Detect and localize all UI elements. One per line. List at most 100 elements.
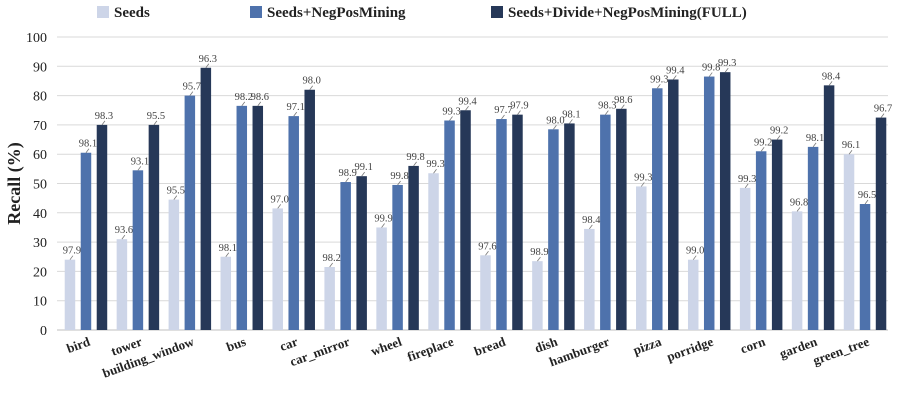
- label-leader: [345, 177, 349, 183]
- label-leader: [880, 113, 885, 118]
- bar: [703, 76, 715, 331]
- bar: [220, 256, 232, 330]
- bar: [843, 154, 855, 330]
- x-tick-label: hamburger: [547, 334, 611, 370]
- bar-data-label: 99.3: [634, 172, 652, 183]
- y-tick-label: 80: [33, 90, 47, 105]
- bar-data-label: 98.1: [562, 109, 580, 120]
- bar-data-label: 97.0: [271, 194, 289, 205]
- bar-data-label: 95.7: [183, 82, 201, 93]
- bar: [236, 105, 248, 330]
- x-tick-label: car: [278, 334, 300, 354]
- bar-data-label: 99.8: [406, 152, 424, 163]
- label-leader: [501, 114, 505, 120]
- label-leader: [329, 262, 333, 268]
- x-tick-label: car_mirror: [288, 334, 352, 370]
- legend-swatch: [250, 6, 262, 18]
- bar-data-label: 98.9: [530, 247, 548, 258]
- bar: [807, 146, 819, 330]
- label-leader: [708, 72, 713, 77]
- label-leader: [776, 135, 781, 140]
- bar-data-label: 97.9: [510, 101, 528, 112]
- bar: [771, 139, 783, 330]
- bar-data-label: 99.4: [666, 65, 685, 76]
- bar-data-label: 99.4: [458, 96, 477, 107]
- label-leader: [205, 63, 210, 69]
- x-tick-label: bread: [472, 333, 508, 358]
- bar-data-label: 97.6: [478, 241, 496, 252]
- bar: [304, 89, 315, 331]
- bar: [600, 114, 611, 331]
- label-leader: [309, 85, 314, 90]
- bar-data-label: 99.3: [718, 58, 736, 69]
- bar-data-label: 98.9: [338, 168, 356, 179]
- bar: [823, 85, 835, 330]
- legend-label: Seeds+Divide+NegPosMining(FULL): [508, 5, 747, 21]
- bar: [616, 108, 627, 330]
- bar: [148, 124, 160, 331]
- bar: [200, 67, 212, 330]
- bar-data-label: 98.2: [322, 253, 340, 264]
- label-leader: [744, 183, 749, 189]
- bar-data-label: 93.6: [115, 225, 133, 236]
- bar: [739, 187, 751, 330]
- bar: [184, 95, 196, 330]
- label-leader: [537, 256, 541, 262]
- bar-data-label: 99.2: [770, 126, 788, 137]
- bar: [116, 239, 128, 330]
- legend-swatch: [491, 6, 503, 18]
- bar-data-label: 98.6: [251, 92, 269, 103]
- bar-data-label: 97.7: [494, 105, 512, 116]
- label-leader: [189, 91, 194, 96]
- bar-data-label: 99.3: [442, 107, 460, 118]
- bar: [80, 152, 92, 330]
- bar: [496, 119, 507, 330]
- bar-data-label: 99.8: [702, 63, 720, 74]
- x-tick-label: pizza: [631, 334, 664, 358]
- bar: [340, 182, 351, 330]
- bar-data-label: 97.1: [287, 102, 305, 113]
- bar-data-label: 98.1: [79, 139, 97, 150]
- bar: [376, 227, 387, 330]
- bar-data-label: 97.9: [63, 246, 81, 257]
- bar-data-label: 93.1: [131, 156, 149, 167]
- bar-data-label: 99.3: [650, 74, 668, 85]
- label-leader: [569, 119, 573, 124]
- label-leader: [465, 106, 469, 111]
- x-tick-label: fireplace: [405, 334, 456, 365]
- bar-data-label: 95.5: [147, 111, 165, 122]
- bar-data-label: 95.5: [167, 186, 185, 197]
- bar: [668, 79, 679, 330]
- label-leader: [553, 125, 557, 130]
- bar-data-label: 98.3: [95, 111, 113, 122]
- y-tick-label: 90: [33, 60, 47, 75]
- legend-swatch: [97, 6, 109, 18]
- y-axis-label: Recall (%): [4, 142, 25, 224]
- bar: [428, 173, 439, 330]
- bar-data-label: 98.0: [546, 115, 564, 126]
- y-tick-label: 0: [40, 324, 47, 339]
- label-leader: [449, 116, 453, 121]
- y-tick-label: 60: [33, 148, 47, 163]
- label-leader: [241, 101, 246, 107]
- bar: [652, 88, 663, 331]
- label-leader: [381, 223, 385, 228]
- bar-data-label: 99.3: [738, 174, 756, 185]
- label-leader: [293, 111, 298, 117]
- label-leader: [621, 104, 625, 110]
- label-leader: [656, 84, 661, 89]
- bar: [460, 110, 471, 330]
- bar-data-label: 99.2: [754, 137, 772, 148]
- x-tick-label: green_tree: [811, 334, 872, 368]
- label-leader: [672, 75, 677, 80]
- bar: [719, 72, 731, 330]
- bar: [408, 165, 419, 330]
- label-leader: [828, 81, 833, 86]
- x-tick-label: porridge: [665, 334, 716, 365]
- legend-label: Seeds+NegPosMining: [267, 5, 406, 21]
- bar-data-label: 98.4: [822, 71, 841, 82]
- label-leader: [796, 207, 801, 212]
- bar: [480, 255, 491, 330]
